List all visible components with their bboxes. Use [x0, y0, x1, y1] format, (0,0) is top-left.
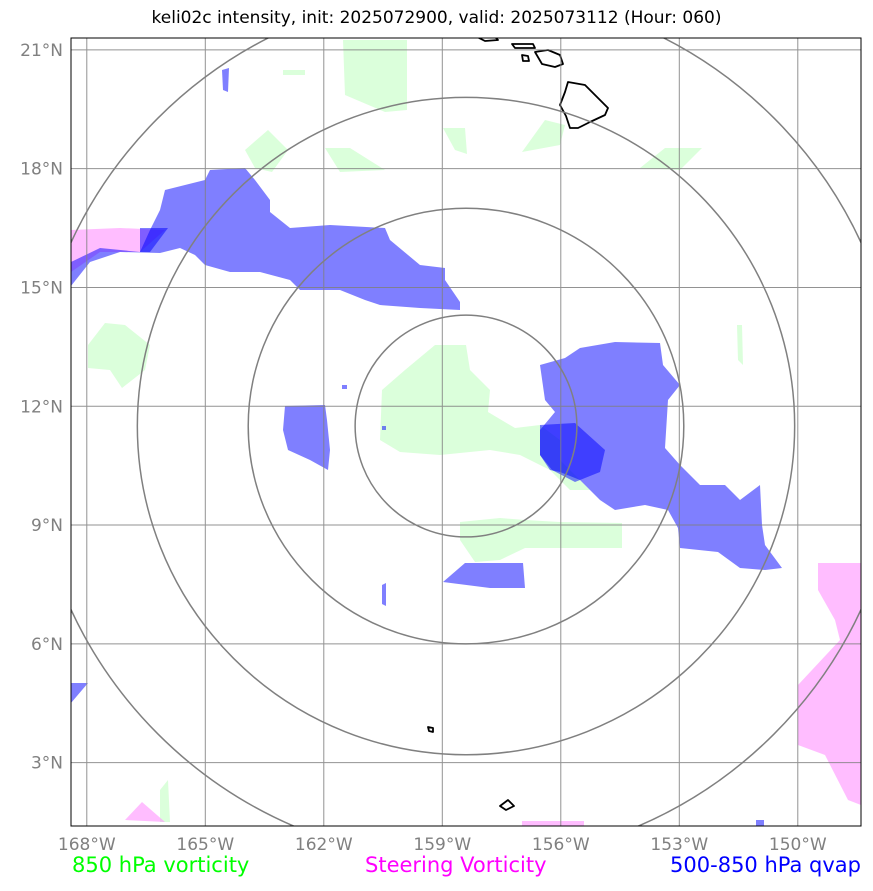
range-ring: [354, 314, 578, 538]
longitude-labels: 168°W 165°W 162°W 159°W 156°W 153°W 150°W: [58, 835, 827, 855]
qvap-patch: [342, 385, 347, 389]
qvap-field: [71, 68, 782, 826]
lat-tick-label: 3°N: [31, 754, 63, 774]
lat-tick-label: 15°N: [20, 278, 63, 298]
lat-tick-label: 9°N: [31, 516, 63, 536]
vort850-patch: [160, 780, 170, 822]
legend-850-vorticity: 850 hPa vorticity: [72, 853, 250, 877]
graticule: [71, 38, 861, 826]
lon-tick-label: 165°W: [176, 835, 234, 855]
qvap-patch: [540, 342, 782, 570]
atoll-coast: [499, 799, 515, 811]
latitude-labels: 21°N 18°N 15°N 12°N 9°N 6°N 3°N: [20, 41, 63, 774]
qvap-patch: [443, 563, 525, 588]
molokai-coast: [511, 43, 536, 49]
range-ring: [247, 207, 685, 645]
vort850-patch: [737, 325, 743, 365]
lanai-coast: [521, 54, 530, 62]
qvap-patch: [140, 228, 168, 252]
legend-steering-vorticity: Steering Vorticity: [365, 853, 547, 877]
vort850-patch: [640, 148, 702, 170]
vort850-patch: [443, 128, 467, 154]
steering-patch: [798, 563, 861, 805]
atoll-coast: [427, 726, 434, 733]
range-rings: [71, 38, 861, 826]
lat-tick-label: 21°N: [20, 41, 63, 61]
lon-tick-label: 150°W: [769, 835, 827, 855]
plot-frame: [70, 37, 862, 827]
lat-tick-label: 18°N: [20, 160, 63, 180]
hawaii-island-coast: [559, 81, 609, 129]
lon-tick-label: 162°W: [295, 835, 353, 855]
maui-coast: [534, 49, 564, 68]
vort850-patch: [380, 345, 590, 490]
map-title: keli02c intensity, init: 2025072900, val…: [151, 8, 722, 28]
vort850-patch: [460, 518, 622, 562]
range-ring: [136, 96, 796, 756]
lon-tick-label: 168°W: [58, 835, 116, 855]
lon-tick-label: 153°W: [650, 835, 708, 855]
qvap-patch: [283, 405, 330, 470]
qvap-patch: [756, 820, 764, 826]
steering-patch: [522, 821, 584, 826]
qvap-patch: [540, 423, 605, 482]
oahu-coast: [478, 38, 499, 42]
vort850-patch: [325, 148, 385, 172]
qvap-patch: [382, 583, 386, 606]
lat-tick-label: 6°N: [31, 635, 63, 655]
qvap-patch: [382, 426, 386, 430]
qvap-patch: [222, 68, 229, 92]
lon-tick-label: 159°W: [413, 835, 471, 855]
vort850-patch: [343, 40, 407, 112]
steering-patch: [125, 802, 165, 822]
qvap-patch: [71, 683, 88, 703]
vort850-patch: [522, 120, 565, 152]
vort850-patch: [283, 70, 305, 75]
vort850-patch: [245, 130, 288, 172]
lon-tick-label: 156°W: [532, 835, 590, 855]
vort850-patch: [88, 323, 150, 388]
lat-tick-label: 12°N: [20, 397, 63, 417]
qvap-patch: [71, 168, 460, 310]
vort850-field: [88, 40, 743, 822]
legend-qvap: 500-850 hPa qvap: [670, 853, 861, 877]
